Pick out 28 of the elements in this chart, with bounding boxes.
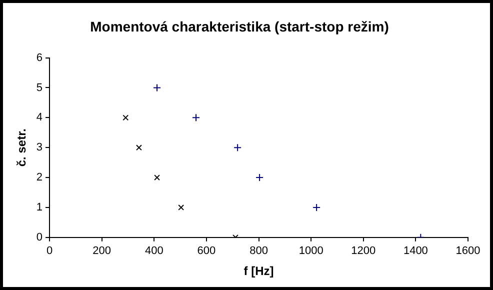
point (154, 174, 160, 181)
x-axis-title: f [Hz] (244, 264, 274, 278)
point (178, 204, 184, 210)
y-axis-title: č. setr. (14, 128, 29, 167)
chart-title: Momentová charakteristika (start-stop režim) (90, 18, 389, 34)
x-tick-label: 0 (46, 245, 53, 258)
point (192, 114, 200, 122)
x-tick-label: 1600 (456, 245, 480, 258)
y-tick-label: 0 (36, 231, 43, 244)
point (153, 84, 162, 92)
point (136, 144, 142, 151)
y-tick-label: 4 (36, 112, 43, 124)
point (234, 144, 242, 152)
y-tick-label: 1 (36, 202, 43, 214)
x-tick-label: 1000 (298, 245, 324, 258)
x-tick-label: 800 (250, 245, 268, 258)
x-tick-label: 1400 (403, 245, 428, 258)
y-tick-label: 2 (36, 172, 43, 184)
point (122, 114, 129, 121)
x-tick-label: 200 (92, 245, 112, 258)
x-tick-label: 1200 (351, 245, 376, 258)
y-tick-label: 3 (36, 142, 43, 154)
y-tick-label: 6 (36, 52, 43, 64)
point (256, 174, 264, 182)
y-tick-label: 5 (36, 82, 43, 94)
x-tick-label: 400 (144, 245, 164, 258)
point (312, 203, 321, 212)
x-tick-label: 600 (197, 245, 216, 258)
